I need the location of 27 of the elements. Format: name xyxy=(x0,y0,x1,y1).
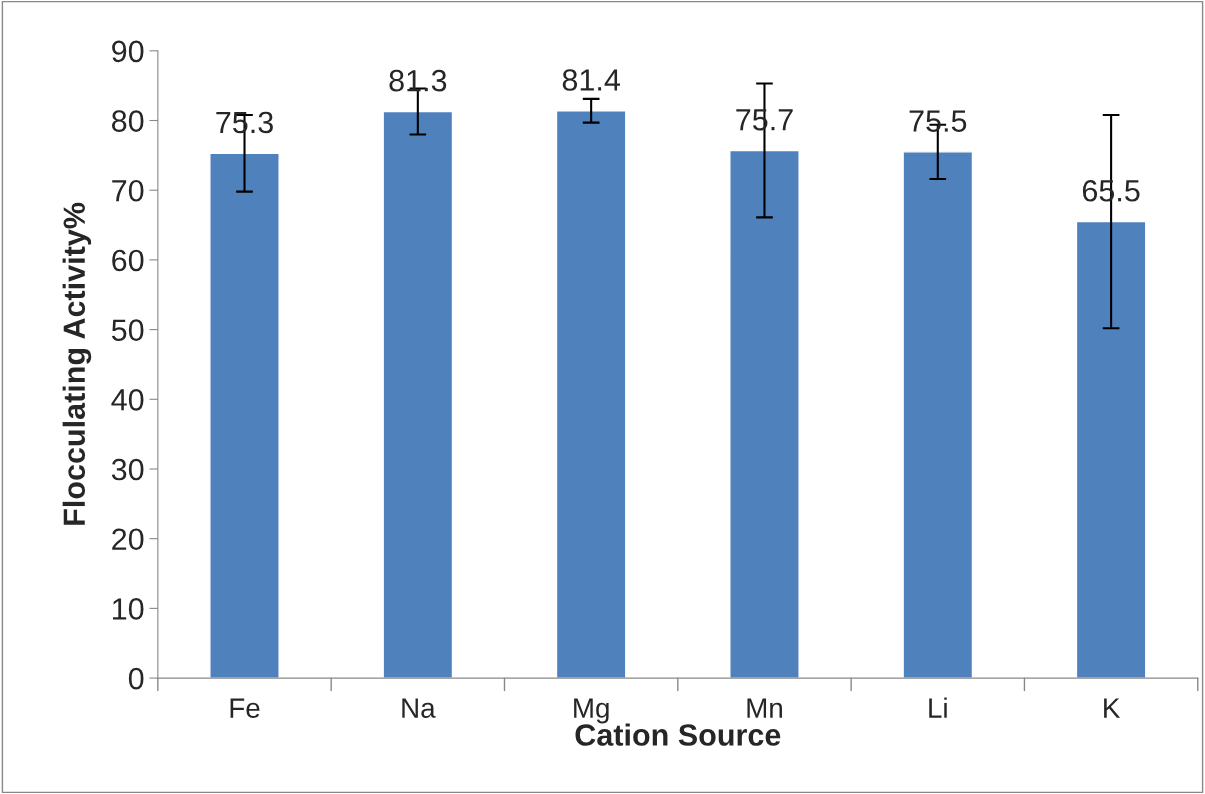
y-tick-label: 90 xyxy=(112,40,144,63)
bar xyxy=(729,149,800,679)
y-tick-label: 50 xyxy=(111,319,144,341)
y-tick-label: 40 xyxy=(111,389,144,411)
y-tick-label: 80 xyxy=(112,110,144,132)
bar xyxy=(209,152,280,679)
y-tick-label: 10 xyxy=(113,598,144,620)
y-tick-label: 60 xyxy=(112,249,144,272)
bar xyxy=(382,110,454,679)
x-tick-label: Li xyxy=(929,697,947,718)
data-label: 81.4 xyxy=(562,69,620,91)
y-tick-label: 30 xyxy=(111,458,144,481)
x-tick-label: Fe xyxy=(230,698,260,718)
x-axis-title: Cation Source xyxy=(575,723,781,746)
y-tick-label: 0 xyxy=(128,667,144,690)
x-tick-label: Mn xyxy=(747,698,782,718)
x-tick-label: K xyxy=(1104,698,1121,718)
data-label: 81.3 xyxy=(389,69,447,92)
bar xyxy=(555,110,627,679)
y-tick-label: 70 xyxy=(112,179,144,202)
y-tick-label: 20 xyxy=(112,528,144,551)
data-label: 75.5 xyxy=(909,110,967,132)
bar xyxy=(1075,220,1147,679)
y-axis-title: Flocculating Activity% xyxy=(62,202,92,525)
x-tick-label: Mg xyxy=(574,698,609,724)
x-tick-label: Na xyxy=(402,698,436,718)
bar xyxy=(902,151,974,679)
